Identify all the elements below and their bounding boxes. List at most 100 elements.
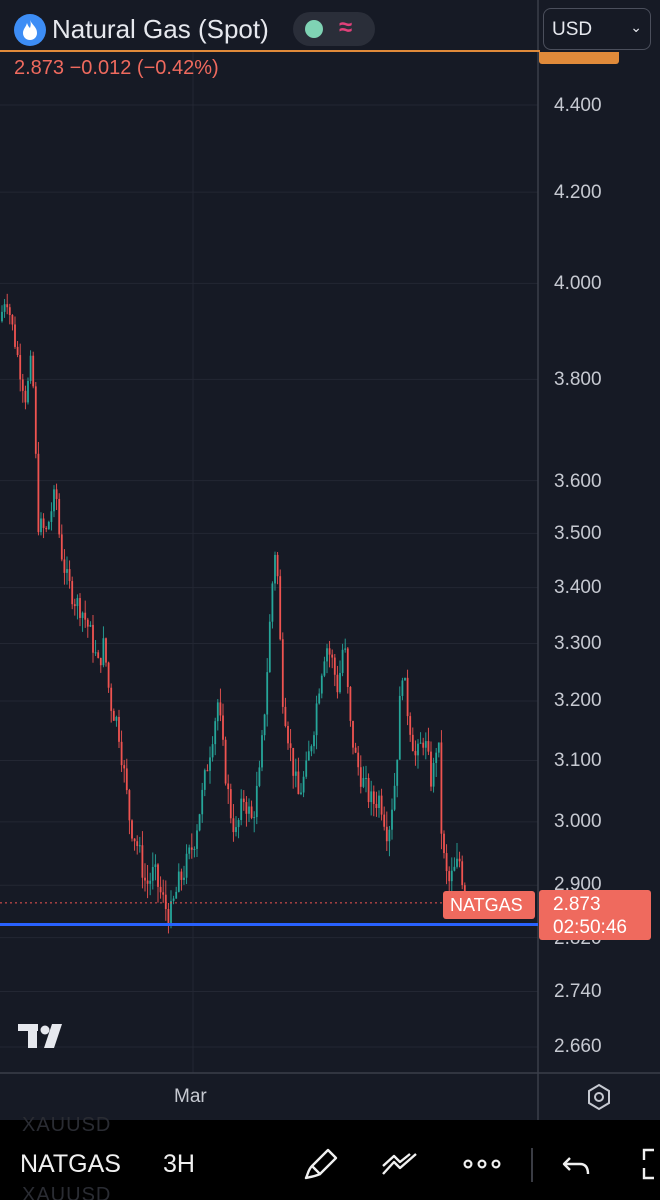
- candle-body: [216, 702, 219, 722]
- candle-body: [380, 795, 383, 815]
- candle-body: [123, 765, 126, 769]
- symbol-button[interactable]: NATGAS: [20, 1150, 121, 1178]
- candle-body: [383, 814, 386, 827]
- candle-body: [378, 795, 380, 808]
- candle-body: [47, 521, 50, 530]
- candle-body: [76, 598, 79, 607]
- candle-body: [125, 768, 128, 791]
- timeframe-button[interactable]: 3H: [163, 1150, 195, 1178]
- candle-body: [370, 791, 373, 803]
- price-axis-label: 3.200: [554, 690, 602, 711]
- price-axis-label: 2.740: [554, 981, 602, 1002]
- status-pill[interactable]: ≈: [293, 12, 375, 46]
- candle-body: [258, 767, 261, 786]
- chart-header: Natural Gas (Spot) ≈: [0, 0, 540, 60]
- bottom-toolbar: XAUUSD XAUUSD NATGAS 3H: [0, 1114, 660, 1200]
- price-change-pct: (−0.42%): [136, 57, 219, 79]
- candle-body: [149, 880, 152, 884]
- candle-body: [287, 725, 289, 744]
- candle-body: [339, 672, 341, 693]
- candle-body: [183, 877, 185, 880]
- bar-countdown: 02:50:46: [553, 917, 627, 938]
- candle-body: [401, 680, 404, 696]
- candle-body: [279, 576, 282, 640]
- candle-body: [112, 710, 115, 721]
- candle-body: [310, 746, 313, 752]
- candle-body: [190, 847, 193, 850]
- price-axis-label: 4.400: [554, 95, 602, 116]
- header-divider: [0, 50, 540, 52]
- candle-body: [32, 355, 35, 387]
- candle-body: [396, 759, 399, 786]
- undo-icon[interactable]: [560, 1146, 600, 1182]
- candle-body: [453, 866, 456, 871]
- symbol-price-label: NATGAS: [443, 891, 535, 919]
- candle-body: [201, 789, 204, 815]
- candle-body: [206, 770, 209, 772]
- candle-body: [8, 307, 11, 316]
- toolbar-divider: [531, 1148, 533, 1182]
- candle-body: [422, 742, 425, 748]
- candle-body: [326, 648, 328, 662]
- price-axis-label: 3.000: [554, 811, 602, 832]
- candle-body: [255, 785, 258, 818]
- candle-body: [144, 877, 146, 881]
- candle-body: [97, 652, 100, 658]
- candle-body: [84, 612, 87, 620]
- candle-body: [128, 790, 131, 821]
- price-chart[interactable]: [0, 0, 660, 1120]
- candle-body: [253, 817, 256, 819]
- candle-body: [427, 741, 430, 752]
- candle-body: [27, 380, 29, 403]
- candle-body: [245, 802, 248, 814]
- candle-body: [219, 702, 222, 716]
- candle-body: [435, 752, 438, 763]
- candle-body: [417, 743, 419, 756]
- fullscreen-icon[interactable]: [636, 1146, 660, 1182]
- candle-body: [419, 742, 422, 744]
- candle-body: [170, 900, 172, 926]
- symbol-title[interactable]: Natural Gas (Spot): [52, 14, 269, 44]
- chart-area[interactable]: Natural Gas (Spot) ≈ 2.873 −0.012 (−0.42…: [0, 0, 660, 1120]
- ghost-symbol: XAUUSD: [22, 1114, 112, 1136]
- candle-body: [198, 814, 201, 831]
- candle-body: [118, 716, 120, 742]
- price-change: −0.012: [69, 57, 132, 79]
- candle-body: [66, 569, 68, 573]
- candle-body: [344, 648, 347, 650]
- candle-body: [456, 858, 458, 867]
- candle-body: [131, 820, 133, 839]
- candle-body: [16, 346, 19, 356]
- candle-body: [437, 742, 440, 753]
- price-change-line: 2.873 −0.012 (−0.42%): [14, 57, 219, 80]
- settings-icon[interactable]: [585, 1083, 613, 1111]
- candle-body: [261, 735, 263, 768]
- candle-body: [362, 778, 365, 787]
- candle-body: [196, 830, 198, 849]
- candle-body: [193, 848, 196, 850]
- candle-body: [352, 720, 354, 748]
- candle-body: [42, 518, 45, 528]
- candle-body: [281, 639, 284, 707]
- candle-body: [63, 559, 66, 573]
- more-icon[interactable]: [462, 1146, 502, 1182]
- approx-wave-icon: ≈: [339, 14, 353, 41]
- brush-icon[interactable]: [302, 1146, 342, 1182]
- candle-body: [333, 657, 336, 675]
- candle-body: [346, 648, 349, 688]
- candle-body: [6, 304, 9, 308]
- candle-body: [414, 751, 417, 756]
- candle-body: [398, 695, 401, 760]
- currency-select[interactable]: USD ⌄: [543, 8, 651, 50]
- candle-body: [73, 604, 76, 607]
- candle-body: [154, 864, 157, 868]
- candle-body: [445, 853, 448, 872]
- candle-body: [313, 735, 315, 747]
- candle-body: [240, 798, 243, 821]
- trend-tools-icon[interactable]: [380, 1146, 420, 1182]
- price-axis-label: 4.000: [554, 273, 602, 294]
- candle-body: [331, 654, 334, 658]
- candle-body: [424, 741, 427, 748]
- candle-body: [307, 751, 310, 761]
- candle-body: [430, 751, 432, 787]
